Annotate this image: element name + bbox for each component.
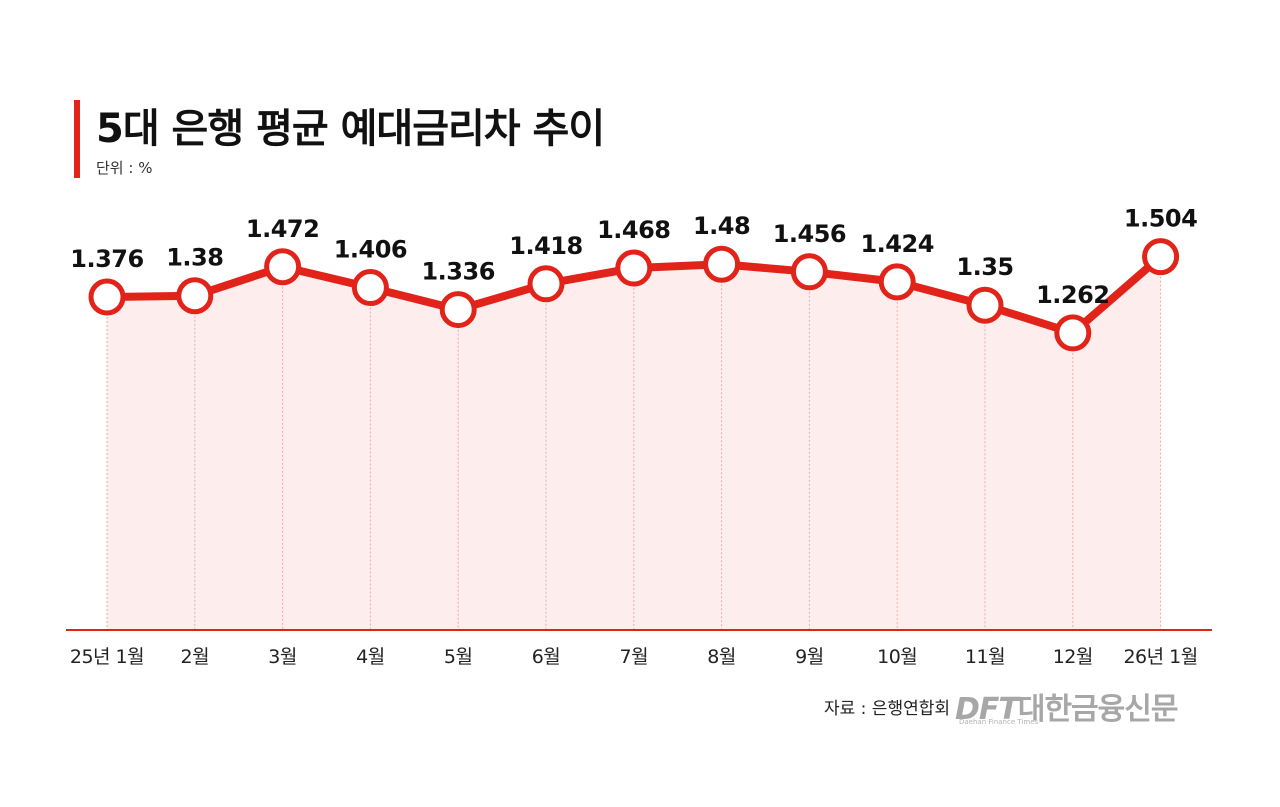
logo-english: DFT <box>955 692 1019 727</box>
data-point-7 <box>703 245 741 283</box>
data-point-12 <box>1142 238 1180 276</box>
data-point-3 <box>351 269 389 307</box>
data-point-10 <box>966 286 1004 324</box>
point-layer <box>88 238 1180 352</box>
value-label-10: 1.35 <box>956 253 1013 281</box>
value-label-11: 1.262 <box>1036 281 1109 309</box>
unit-label: 단위 : % <box>96 159 153 177</box>
value-label-6: 1.468 <box>597 216 670 244</box>
x-tick-label-6: 7월 <box>620 646 649 668</box>
x-tick-label-7: 8월 <box>707 646 736 668</box>
x-label-layer: 25년 1월 2월 3월 4월 5월 6월 7월 8월 9월 10월 11월 12월 26년 1월 <box>70 646 1198 668</box>
value-label-1: 1.38 <box>166 244 223 272</box>
x-tick-label-4: 5월 <box>444 646 473 668</box>
logo-korean: 대한금융신문 <box>1017 692 1179 727</box>
chart-title: 5대 은행 평균 예대금리차 추이 <box>96 106 605 152</box>
data-point-2 <box>264 248 302 286</box>
data-point-9 <box>878 263 916 301</box>
x-tick-label-11: 12월 <box>1053 646 1093 668</box>
data-point-5 <box>527 265 565 303</box>
value-label-12: 1.504 <box>1124 205 1197 233</box>
value-label-2: 1.472 <box>246 215 319 243</box>
data-point-6 <box>615 249 653 287</box>
data-point-11 <box>1054 314 1092 352</box>
publisher-logo: DFT대한금융신문 Daehan Finance Times <box>955 684 1179 728</box>
data-point-8 <box>790 253 828 291</box>
value-label-5: 1.418 <box>509 232 582 260</box>
x-tick-label-5: 6월 <box>532 646 561 668</box>
value-label-3: 1.406 <box>334 236 407 264</box>
value-label-7: 1.48 <box>693 212 750 240</box>
x-tick-label-2: 3월 <box>268 646 297 668</box>
data-point-1 <box>176 277 214 315</box>
guide-layer <box>106 256 1162 630</box>
value-label-0: 1.376 <box>70 245 143 273</box>
value-label-layer: 1.376 1.38 1.472 1.406 1.336 1.418 1.468 1.48 1.… <box>70 205 1198 309</box>
data-point-0 <box>88 278 126 316</box>
value-label-4: 1.336 <box>421 258 494 286</box>
x-tick-label-10: 11월 <box>965 646 1005 668</box>
source-note: 자료 : 은행연합회 <box>823 699 950 719</box>
title-accent-bar <box>74 100 80 178</box>
x-tick-label-12: 26년 1월 <box>1123 646 1197 668</box>
x-tick-label-3: 4월 <box>356 646 385 668</box>
logo-subtitle: Daehan Finance Times <box>959 718 1039 726</box>
data-point-4 <box>439 291 477 329</box>
x-tick-label-0: 25년 1월 <box>70 646 144 668</box>
x-tick-label-1: 2월 <box>181 646 210 668</box>
x-tick-label-9: 10월 <box>877 646 917 668</box>
x-tick-label-8: 9월 <box>795 646 824 668</box>
value-label-9: 1.424 <box>860 230 933 258</box>
value-label-8: 1.456 <box>773 220 846 248</box>
